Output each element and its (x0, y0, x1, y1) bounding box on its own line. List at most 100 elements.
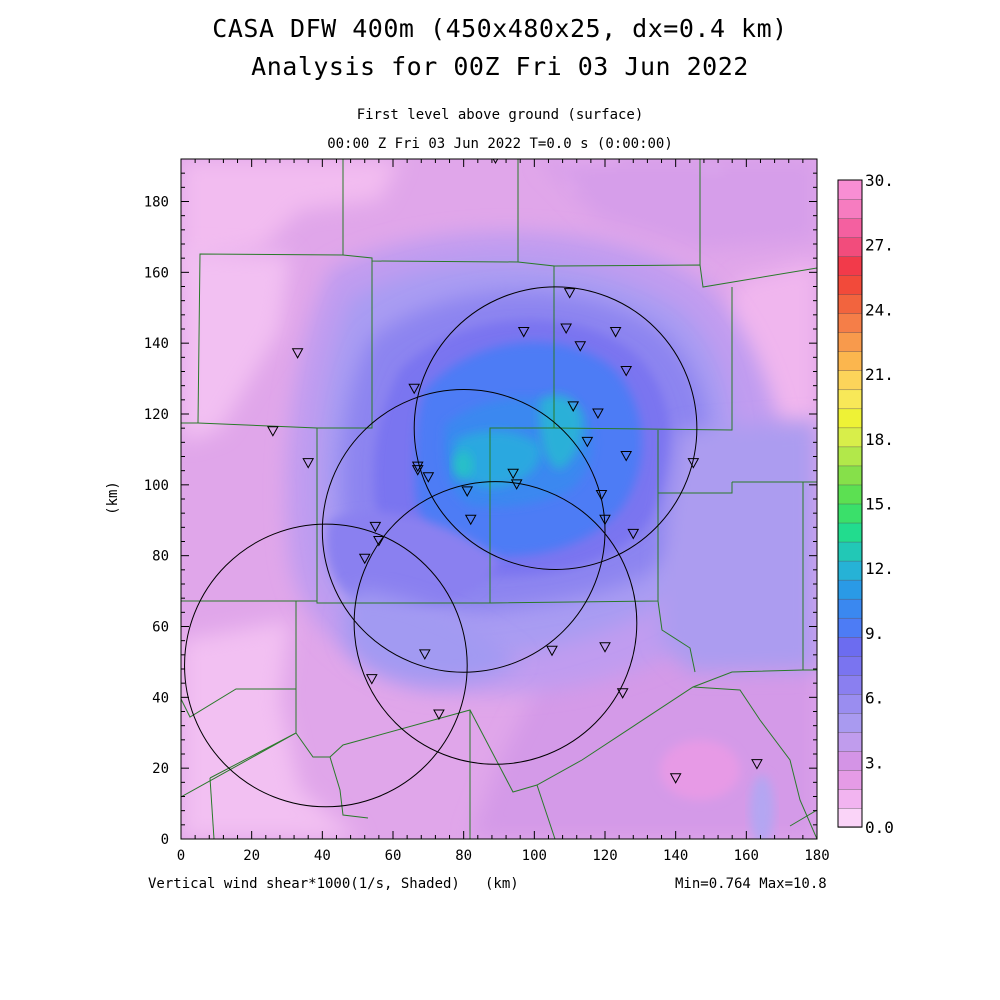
radar-station-marker (464, 514, 477, 526)
colorbar-swatch (837, 484, 863, 505)
level-subtitle: First level above ground (surface) (356, 107, 644, 123)
y-tick-label: 0 (161, 832, 169, 848)
colorbar-label: 24. (865, 300, 894, 319)
colorbar-swatch (837, 788, 863, 809)
y-tick-label: 100 (144, 478, 169, 494)
y-tick-label: 20 (152, 761, 169, 777)
colorbar-frame (837, 179, 863, 828)
x-tick-label: 60 (385, 848, 402, 864)
y-axis-label: (km) (104, 481, 121, 515)
shaded-field (181, 159, 817, 839)
colorbar-swatch (837, 427, 863, 448)
colorbar-swatch (837, 446, 863, 467)
radar-station-marker (581, 436, 594, 448)
colorbar-swatch (837, 560, 863, 581)
colorbar-swatch (837, 712, 863, 733)
radar-station-marker (574, 341, 587, 352)
colorbar-swatch (837, 332, 863, 352)
radar-coverage-north (413, 286, 698, 570)
time-subtitle: 00:00 Z Fri 03 Jun 2022 T=0.0 s (0:00:00… (327, 136, 673, 152)
colorbar-swatch (837, 617, 863, 638)
radar-station-marker (627, 528, 640, 540)
colorbar-swatch (837, 255, 863, 276)
colorbar-swatch (837, 313, 863, 333)
radar-station-marker (599, 514, 611, 526)
x-tick-label: 100 (522, 848, 547, 864)
min-max-label: Min=0.764 Max=10.8 (675, 876, 827, 892)
radar-station-marker (302, 458, 315, 469)
x-tick-label: 140 (663, 848, 688, 864)
colorbar-label: 0.0 (865, 818, 894, 837)
colorbar-label: 3. (865, 753, 884, 772)
y-tick-label: 180 (144, 195, 169, 211)
colorbar-swatch (837, 807, 863, 828)
colorbar-swatch (837, 750, 863, 771)
colorbar-swatch (837, 217, 863, 238)
radar-station-marker (365, 674, 378, 685)
radar-coverage-center (353, 481, 638, 765)
radar-station-marker (433, 709, 445, 721)
y-tick-label: 80 (152, 549, 169, 565)
radar-station-marker (408, 383, 421, 395)
colorbar-swatch (837, 731, 863, 752)
main-title: CASA DFW 400m (450x480x25, dx=0.4 km) (212, 14, 788, 43)
radar-station-marker (411, 465, 424, 476)
axis-tick-labels: 0 20 40 60 80 100 120 140 160 180 0 20 40 60 80 100 120 1… (144, 195, 830, 865)
colorbar-label: 12. (865, 559, 894, 578)
colorbar-swatch (837, 389, 863, 410)
radar-rings (184, 286, 698, 808)
colorbar-swatch (837, 598, 863, 619)
radar-station-marker (517, 327, 530, 338)
radar-station-marker (751, 759, 763, 770)
radar-coverage-southwest (184, 523, 468, 808)
radar-station-marker (422, 472, 435, 483)
y-tick-label: 120 (144, 407, 169, 423)
colorbar-swatch (837, 503, 863, 524)
colorbar-labels: 0.0 3. 6. 9. 12. 15. 18. 21. 24. 27. 30. (865, 171, 894, 837)
colorbar-swatch (837, 293, 863, 314)
colorbar-swatch (837, 236, 863, 257)
colorbar-label: 30. (865, 171, 894, 190)
radar-station-marker (411, 461, 424, 473)
radar-station-marker (373, 536, 385, 547)
y-tick-label: 60 (152, 620, 169, 636)
colorbar-swatch (837, 655, 863, 676)
colorbar-swatch (837, 351, 863, 371)
y-tick-label: 140 (144, 336, 169, 352)
radar-station-marker (609, 327, 622, 338)
colorbar-swatch (837, 274, 863, 295)
x-tick-label: 120 (592, 848, 617, 864)
radar-station-marker (669, 773, 682, 784)
county-boundaries (181, 159, 817, 839)
x-tick-label: 0 (177, 848, 185, 864)
station-markers (267, 159, 763, 784)
radar-station-marker (567, 401, 580, 412)
radar-station-marker (620, 451, 633, 462)
radar-station-marker (267, 426, 279, 437)
colorbar-swatch (837, 693, 863, 714)
radar-station-marker (507, 468, 519, 480)
radar-station-marker (461, 486, 474, 497)
colorbar-label: 21. (865, 365, 894, 384)
radar-station-marker (595, 489, 608, 501)
colorbar-swatch (837, 198, 863, 219)
radar-station-marker (620, 366, 633, 377)
variable-label: Vertical wind shear*1000(1/s, Shaded) (148, 876, 460, 892)
colorbar-swatch (837, 769, 863, 790)
colorbar-label: 6. (865, 689, 884, 708)
radar-station-marker (546, 645, 558, 657)
radar-station-marker (616, 688, 629, 699)
x-tick-label: 160 (734, 848, 759, 864)
colorbar-swatch (837, 636, 863, 657)
x-tick-label: 80 (455, 848, 472, 864)
y-tick-label: 160 (144, 265, 169, 281)
colorbar-swatch (837, 579, 863, 600)
x-tick-label: 180 (804, 848, 829, 864)
radar-station-marker (358, 553, 371, 565)
radar-station-marker (599, 642, 611, 653)
colorbar-swatch (837, 408, 863, 429)
radar-station-marker (687, 458, 700, 469)
radar-station-marker (369, 521, 382, 533)
colorbar-label: 9. (865, 624, 884, 643)
